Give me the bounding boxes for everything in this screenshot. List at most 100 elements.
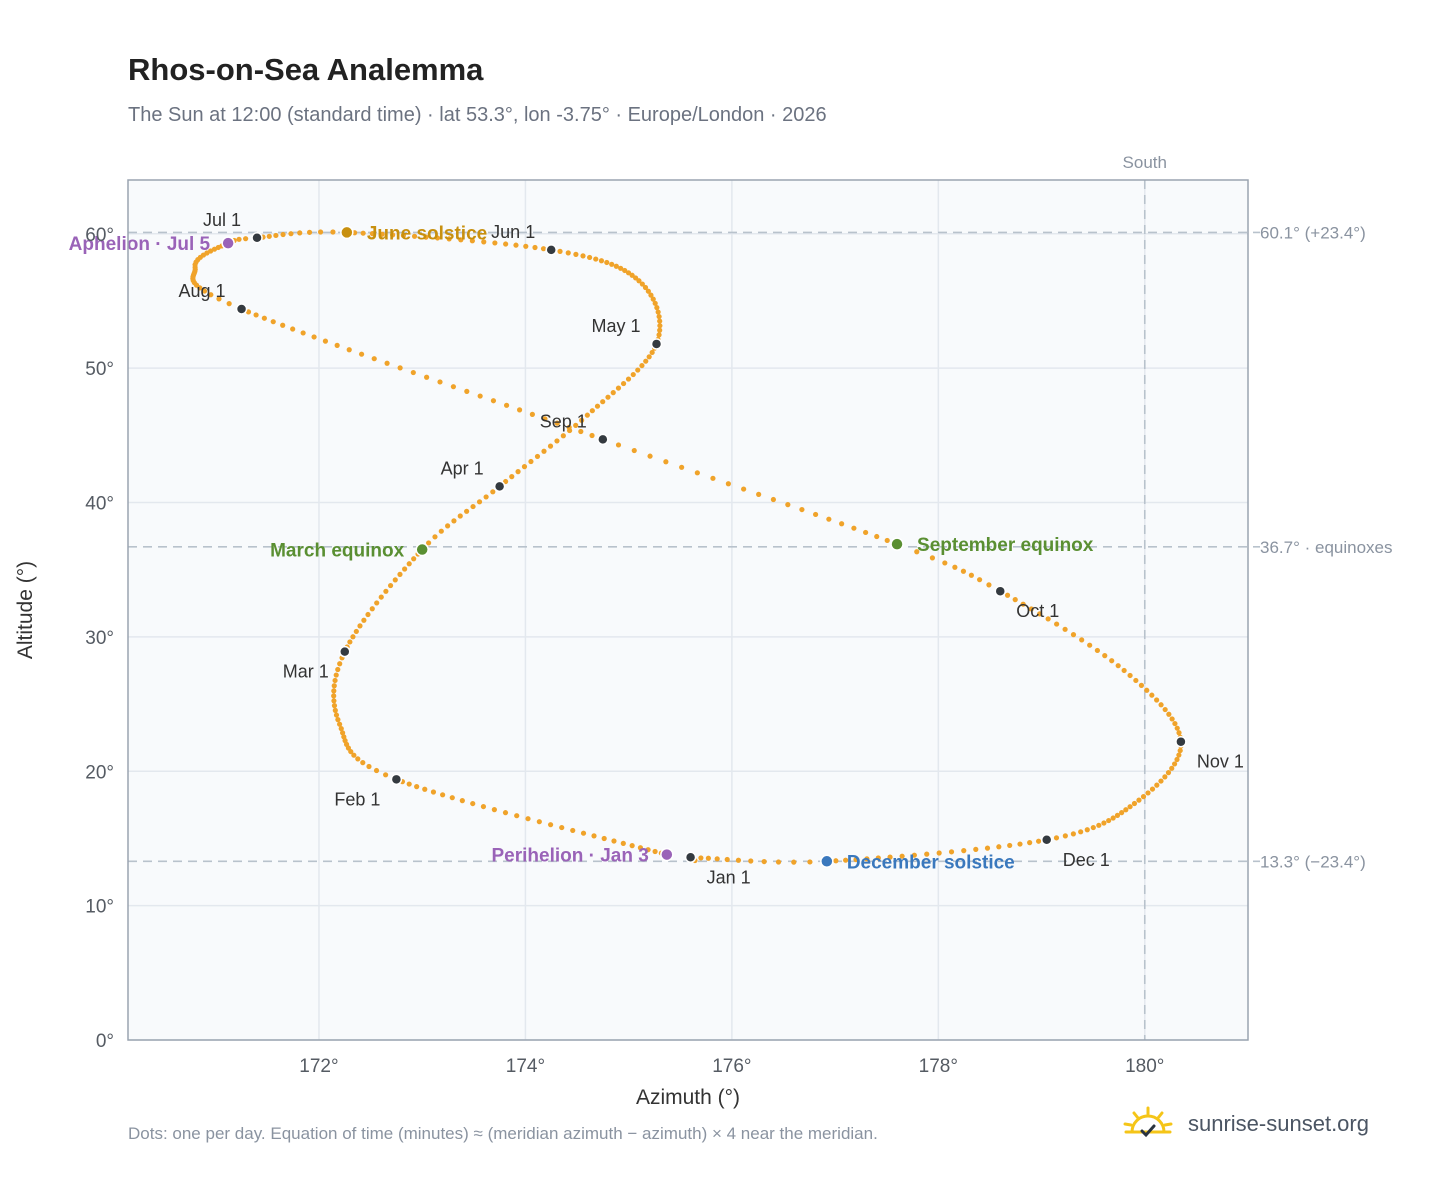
daily-dot xyxy=(952,564,958,570)
daily-dot xyxy=(650,296,656,302)
daily-dot xyxy=(1121,667,1127,674)
daily-dot xyxy=(1154,782,1160,788)
daily-dot xyxy=(589,432,595,439)
daily-dot xyxy=(509,474,515,480)
daily-dot xyxy=(322,338,329,344)
daily-dot xyxy=(426,540,432,546)
daily-dot xyxy=(400,232,407,239)
daily-dot xyxy=(647,453,653,459)
daily-dot xyxy=(573,422,579,429)
daily-dot xyxy=(528,458,534,465)
daily-dot xyxy=(609,261,615,267)
daily-dot xyxy=(1140,794,1147,800)
y-tick-label: 10° xyxy=(85,897,114,918)
daily-dot xyxy=(566,424,572,430)
daily-dot xyxy=(735,857,742,863)
daily-dot xyxy=(639,281,645,287)
daily-dot xyxy=(1165,770,1172,776)
daily-dot xyxy=(1169,765,1175,771)
daily-dot xyxy=(775,859,782,865)
daily-dot xyxy=(611,838,617,844)
daily-dot xyxy=(515,469,521,475)
daily-dot xyxy=(464,508,470,514)
daily-dot xyxy=(333,672,339,678)
daily-dot xyxy=(397,365,403,371)
daily-dot xyxy=(591,833,597,839)
daily-dot xyxy=(459,798,465,804)
daily-dot xyxy=(384,360,390,366)
daily-dot xyxy=(725,481,731,487)
daily-dot xyxy=(1127,672,1133,679)
daily-dot xyxy=(226,301,232,307)
daily-dot xyxy=(1070,831,1076,837)
daily-dot xyxy=(353,628,359,635)
daily-dot xyxy=(541,448,547,454)
month-label: Jan 1 xyxy=(707,867,751,887)
daily-dot xyxy=(446,236,452,242)
daily-dot xyxy=(273,232,279,239)
daily-dot xyxy=(807,859,813,865)
daily-dot xyxy=(1149,786,1156,792)
daily-dot xyxy=(1127,804,1133,810)
daily-dot xyxy=(557,248,563,254)
brand[interactable]: sunrise-sunset.org xyxy=(1120,1104,1369,1144)
daily-dot xyxy=(911,852,917,858)
reference-lines: South 60.1° (+23.4°) 36.7° · equinoxes 13.3… xyxy=(128,153,1393,1040)
daily-dot xyxy=(579,417,585,423)
daily-dot xyxy=(914,549,920,555)
daily-dot xyxy=(1154,697,1160,703)
daily-dot xyxy=(649,349,655,356)
daily-dot xyxy=(656,313,662,320)
daily-dot xyxy=(341,734,347,740)
daily-dot xyxy=(197,285,203,291)
footnote: Dots: one per day. Equation of time (min… xyxy=(128,1124,878,1143)
daily-dot xyxy=(266,233,272,239)
month-marker xyxy=(650,338,663,350)
daily-dot xyxy=(1037,611,1043,617)
daily-dot xyxy=(1115,663,1121,669)
month-label: Jun 1 xyxy=(491,222,535,242)
daily-dot xyxy=(378,594,384,600)
daily-dot xyxy=(799,506,805,513)
daily-dot xyxy=(464,388,470,394)
daily-dot xyxy=(936,850,942,856)
event-marker xyxy=(340,225,354,240)
daily-dot xyxy=(480,803,487,810)
daily-dot xyxy=(280,322,286,328)
daily-dot xyxy=(1012,597,1018,603)
daily-dot xyxy=(351,752,357,758)
reference-line-label: 60.1° (+23.4°) xyxy=(1260,223,1366,242)
x-tick-label: 178° xyxy=(919,1056,958,1077)
daily-dot xyxy=(332,677,338,684)
month-marker xyxy=(1175,735,1187,748)
daily-dot xyxy=(445,523,451,529)
daily-dot xyxy=(657,323,663,329)
month-label: Feb 1 xyxy=(334,789,380,809)
daily-dot xyxy=(610,390,616,396)
month-marker xyxy=(251,232,263,244)
daily-dot xyxy=(1106,817,1112,824)
daily-dot xyxy=(1102,653,1108,659)
daily-dot xyxy=(491,807,497,813)
daily-dot xyxy=(853,856,859,863)
daily-dot xyxy=(924,851,930,857)
daily-dot xyxy=(365,611,371,618)
daily-dot xyxy=(280,231,286,238)
daily-dot xyxy=(514,813,520,819)
daily-dot xyxy=(347,639,353,645)
event-marker xyxy=(221,236,235,250)
daily-dot xyxy=(371,356,377,362)
y-tick-label: 40° xyxy=(85,494,114,515)
plot-background xyxy=(128,180,1248,1040)
daily-dot xyxy=(741,486,747,492)
brand-name[interactable]: sunrise-sunset.org xyxy=(1188,1111,1369,1136)
daily-dot xyxy=(791,859,797,865)
daily-dot xyxy=(208,292,214,298)
daily-dot xyxy=(374,600,380,606)
daily-dot xyxy=(423,234,429,240)
meridian-label: South xyxy=(1123,153,1167,172)
daily-dot xyxy=(297,230,303,236)
daily-dot xyxy=(402,566,408,572)
daily-dot xyxy=(332,707,338,713)
daily-dot xyxy=(513,242,519,248)
